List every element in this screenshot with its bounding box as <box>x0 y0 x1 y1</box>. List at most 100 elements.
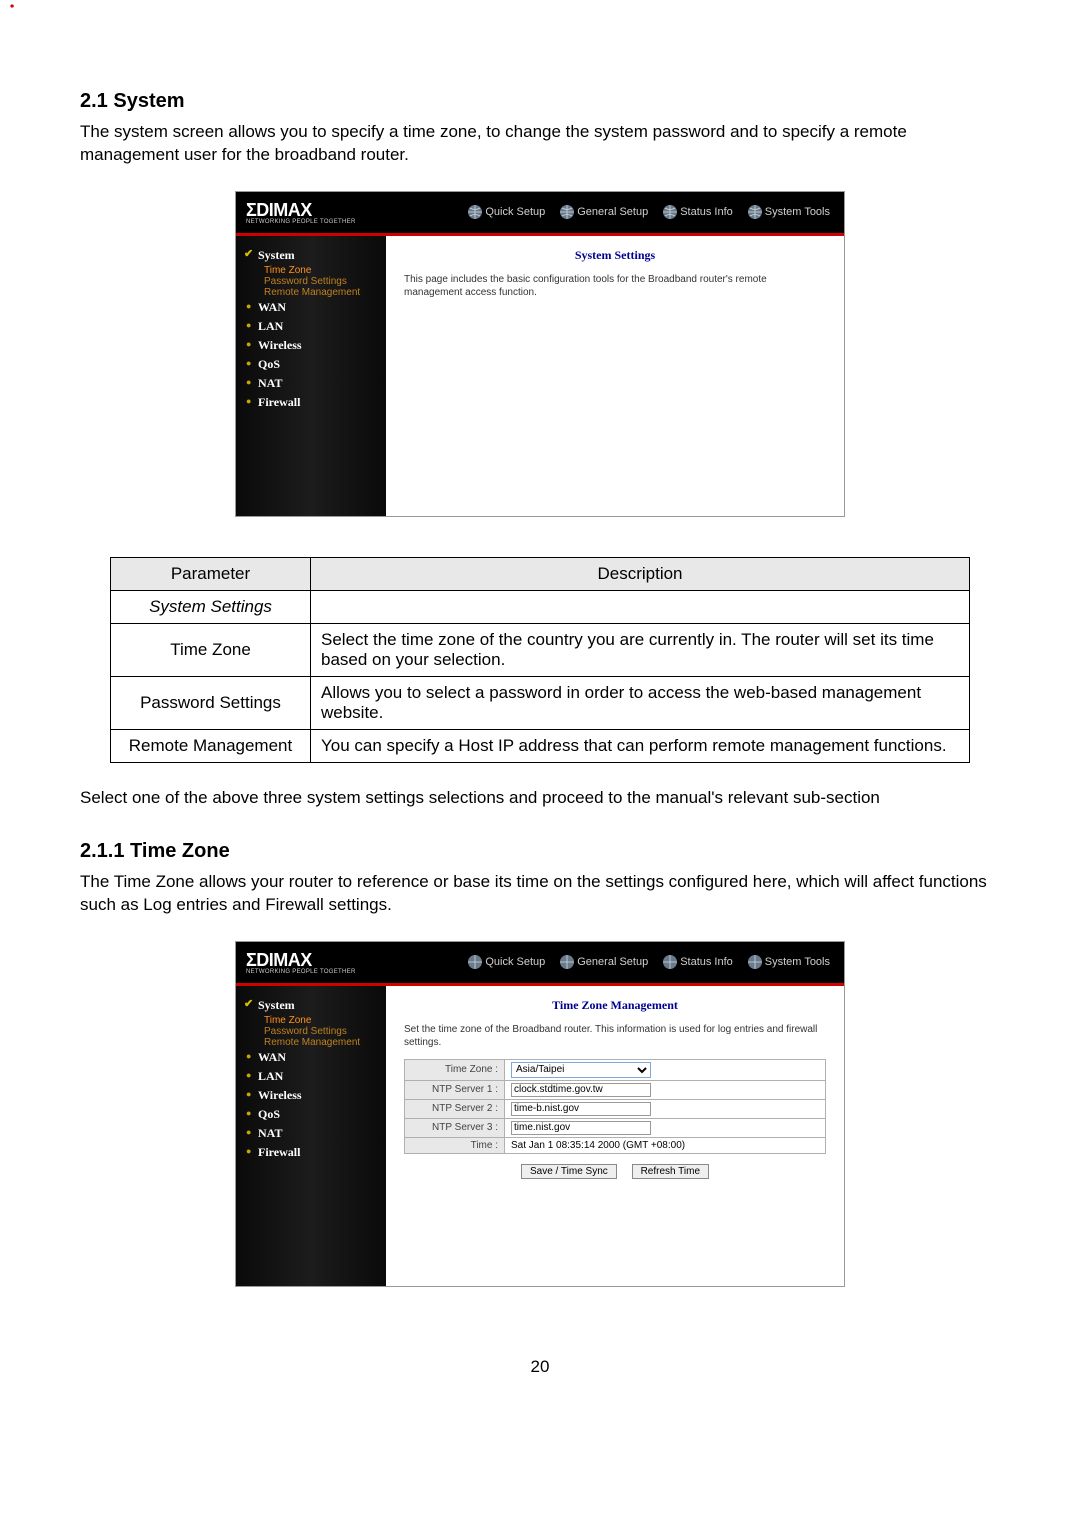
globe-icon <box>747 204 763 220</box>
tab-system-tools[interactable]: System Tools <box>743 952 834 972</box>
sidebar-item-system[interactable]: System <box>244 996 378 1015</box>
ntp2-input[interactable] <box>511 1102 651 1116</box>
sidebar-item-wireless[interactable]: Wireless <box>244 336 378 355</box>
label-ntp1: NTP Server 1 : <box>405 1080 505 1099</box>
tab-general-setup[interactable]: General Setup <box>555 202 652 222</box>
section-intro-timezone: The Time Zone allows your router to refe… <box>80 871 1000 917</box>
cell-timezone-value: Asia/Taipei <box>505 1059 826 1080</box>
sidebar-item-remote-management[interactable]: Remote Management <box>244 287 378 298</box>
refresh-time-button[interactable]: Refresh Time <box>632 1164 709 1179</box>
form-row-timezone: Time Zone : Asia/Taipei <box>405 1059 826 1080</box>
section-heading-timezone: 2.1.1 Time Zone <box>80 840 1000 863</box>
timezone-form-table: Time Zone : Asia/Taipei NTP Server 1 : N… <box>404 1059 826 1154</box>
cell-param: Time Zone <box>111 623 311 676</box>
cell-ntp3-value <box>505 1118 826 1137</box>
tab-general-setup[interactable]: General Setup <box>555 952 652 972</box>
sidebar-item-system[interactable]: System <box>244 246 378 265</box>
sidebar-item-nat[interactable]: NAT <box>244 1124 378 1143</box>
router-screenshot-timezone: ΣDIMAX NETWORKING PEOPLE TOGETHER Quick … <box>235 941 845 1287</box>
globe-icon <box>559 204 575 220</box>
sidebar-item-time-zone[interactable]: Time Zone <box>244 265 378 276</box>
router-header: ΣDIMAX NETWORKING PEOPLE TOGETHER Quick … <box>236 942 844 986</box>
ntp3-input[interactable] <box>511 1121 651 1135</box>
tab-label: General Setup <box>577 206 648 218</box>
sidebar-item-qos[interactable]: QoS <box>244 1105 378 1124</box>
sidebar-item-time-zone[interactable]: Time Zone <box>244 1015 378 1026</box>
form-row-ntp3: NTP Server 3 : <box>405 1118 826 1137</box>
globe-icon <box>747 954 763 970</box>
sidebar: System Time Zone Password Settings Remot… <box>236 236 386 516</box>
sidebar-item-password-settings[interactable]: Password Settings <box>244 276 378 287</box>
tab-system-tools[interactable]: System Tools <box>743 202 834 222</box>
tab-label: System Tools <box>765 206 830 218</box>
content-panel-timezone: Time Zone Management Set the time zone o… <box>386 986 844 1286</box>
section-heading-system: 2.1 System <box>80 90 1000 113</box>
sidebar-item-nat[interactable]: NAT <box>244 374 378 393</box>
cell-param: Remote Management <box>111 729 311 762</box>
cell-desc <box>311 590 970 623</box>
globe-icon <box>662 954 678 970</box>
cell-desc: You can specify a Host IP address that c… <box>311 729 970 762</box>
ntp1-input[interactable] <box>511 1083 651 1097</box>
globe-icon <box>467 204 483 220</box>
cell-desc: Select the time zone of the country you … <box>311 623 970 676</box>
cell-ntp1-value <box>505 1080 826 1099</box>
tab-label: System Tools <box>765 956 830 968</box>
sidebar-item-firewall[interactable]: Firewall <box>244 1143 378 1162</box>
router-body: System Time Zone Password Settings Remot… <box>236 986 844 1286</box>
header-description: Description <box>311 557 970 590</box>
top-tabs: Quick Setup General Setup Status Info Sy… <box>463 202 834 222</box>
sidebar-item-firewall[interactable]: Firewall <box>244 393 378 412</box>
timezone-select[interactable]: Asia/Taipei <box>511 1062 651 1078</box>
tab-status-info[interactable]: Status Info <box>658 202 737 222</box>
section-intro-system: The system screen allows you to specify … <box>80 121 1000 167</box>
sidebar-item-qos[interactable]: QoS <box>244 355 378 374</box>
label-time: Time : <box>405 1137 505 1153</box>
cell-desc: Allows you to select a password in order… <box>311 676 970 729</box>
cell-param: System Settings <box>111 590 311 623</box>
tab-quick-setup[interactable]: Quick Setup <box>463 952 549 972</box>
sidebar-item-remote-management[interactable]: Remote Management <box>244 1037 378 1048</box>
sidebar: System Time Zone Password Settings Remot… <box>236 986 386 1286</box>
cell-time-value: Sat Jan 1 08:35:14 2000 (GMT +08:00) <box>505 1137 826 1153</box>
tab-label: Status Info <box>680 956 733 968</box>
post-table-text: Select one of the above three system set… <box>80 787 1000 810</box>
sidebar-item-lan[interactable]: LAN <box>244 317 378 336</box>
panel-title: System Settings <box>404 248 826 263</box>
panel-description: This page includes the basic configurati… <box>404 273 826 299</box>
globe-icon <box>662 204 678 220</box>
tab-label: Quick Setup <box>485 206 545 218</box>
sidebar-item-wan[interactable]: WAN <box>244 1048 378 1067</box>
logo-block: ΣDIMAX NETWORKING PEOPLE TOGETHER <box>246 200 356 225</box>
label-ntp2: NTP Server 2 : <box>405 1099 505 1118</box>
logo: ΣDIMAX <box>246 950 312 970</box>
label-timezone: Time Zone : <box>405 1059 505 1080</box>
header-parameter: Parameter <box>111 557 311 590</box>
form-row-time: Time : Sat Jan 1 08:35:14 2000 (GMT +08:… <box>405 1137 826 1153</box>
timezone-buttons: Save / Time Sync Refresh Time <box>404 1164 826 1179</box>
table-row: Remote Management You can specify a Host… <box>111 729 970 762</box>
cell-ntp2-value <box>505 1099 826 1118</box>
form-row-ntp1: NTP Server 1 : <box>405 1080 826 1099</box>
top-tabs: Quick Setup General Setup Status Info Sy… <box>463 952 834 972</box>
sidebar-item-lan[interactable]: LAN <box>244 1067 378 1086</box>
sidebar-item-password-settings[interactable]: Password Settings <box>244 1026 378 1037</box>
form-row-ntp2: NTP Server 2 : <box>405 1099 826 1118</box>
globe-icon <box>467 954 483 970</box>
sidebar-item-wan[interactable]: WAN <box>244 298 378 317</box>
tab-label: Quick Setup <box>485 956 545 968</box>
table-row: Time Zone Select the time zone of the co… <box>111 623 970 676</box>
tab-quick-setup[interactable]: Quick Setup <box>463 202 549 222</box>
sidebar-item-wireless[interactable]: Wireless <box>244 1086 378 1105</box>
tab-status-info[interactable]: Status Info <box>658 952 737 972</box>
content-panel-system: System Settings This page includes the b… <box>386 236 844 516</box>
logo-block: ΣDIMAX NETWORKING PEOPLE TOGETHER <box>246 950 356 975</box>
tab-label: Status Info <box>680 206 733 218</box>
parameter-description-table: Parameter Description System Settings Ti… <box>110 557 970 763</box>
table-row: System Settings <box>111 590 970 623</box>
table-row: Password Settings Allows you to select a… <box>111 676 970 729</box>
panel-title: Time Zone Management <box>404 998 826 1013</box>
table-header-row: Parameter Description <box>111 557 970 590</box>
save-time-sync-button[interactable]: Save / Time Sync <box>521 1164 617 1179</box>
router-header: ΣDIMAX NETWORKING PEOPLE TOGETHER Quick … <box>236 192 844 236</box>
